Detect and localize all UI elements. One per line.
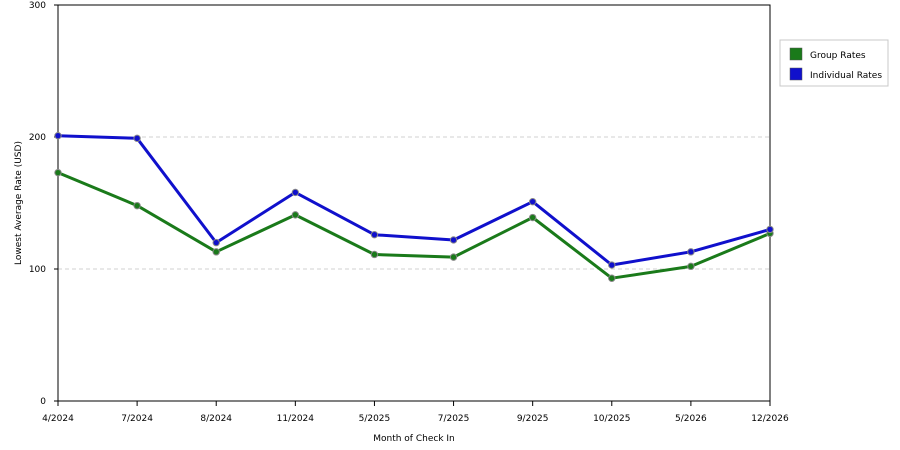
x-tick-label: 10/2025 (593, 414, 630, 424)
data-point[interactable] (291, 188, 300, 197)
data-point[interactable] (766, 225, 774, 234)
data-point[interactable] (687, 248, 695, 256)
y-tick-labels: 0 100 200 300 (29, 1, 46, 407)
data-point[interactable] (133, 201, 141, 210)
legend-swatch (789, 47, 803, 61)
x-tick-label: 8/2024 (200, 414, 232, 424)
data-point[interactable] (608, 274, 616, 282)
data-point[interactable] (687, 262, 695, 271)
data-point[interactable] (54, 168, 62, 177)
plot-frame (57, 4, 771, 402)
series-line (56, 134, 772, 267)
y-tick-label: 100 (29, 265, 46, 275)
x-axis-title: Month of Check In (373, 434, 455, 444)
series-individual-rates (54, 131, 774, 269)
x-tick-label: 5/2025 (359, 414, 391, 424)
y-tick-label: 0 (40, 397, 46, 407)
data-point[interactable] (54, 131, 62, 140)
x-tick-label: 5/2026 (675, 414, 707, 424)
data-point[interactable] (291, 211, 300, 219)
data-point[interactable] (449, 236, 458, 244)
data-point[interactable] (212, 238, 220, 247)
x-tick-label: 9/2025 (517, 414, 549, 424)
x-tick-label: 7/2025 (438, 414, 470, 424)
x-tick-label: 4/2024 (42, 414, 74, 424)
data-point[interactable] (608, 261, 616, 269)
series (54, 131, 774, 282)
data-point[interactable] (370, 250, 379, 259)
grid-lines (58, 136, 770, 270)
x-tick-label: 11/2024 (277, 414, 315, 424)
y-axis-title: Lowest Average Rate (USD) (14, 141, 24, 265)
series-group-rates (54, 168, 774, 282)
x-tick-labels: 4/2024 7/2024 8/2024 11/2024 5/2025 7/2025 9/2… (42, 414, 789, 424)
legend-swatch (789, 67, 803, 81)
legend-label: Individual Rates (810, 71, 882, 81)
data-point[interactable] (133, 134, 141, 143)
y-tick-label: 300 (29, 1, 46, 11)
data-point[interactable] (370, 230, 379, 239)
data-point[interactable] (528, 213, 537, 222)
legend-label: Group Rates (810, 51, 866, 61)
legend: Group Rates Individual Rates (779, 39, 889, 87)
x-tick-label: 12/2026 (751, 414, 789, 424)
x-tick-label: 7/2024 (121, 414, 153, 424)
y-tick-label: 200 (29, 133, 46, 143)
data-point[interactable] (449, 253, 458, 261)
series-line (56, 171, 772, 280)
data-point[interactable] (528, 197, 537, 206)
axes (54, 4, 771, 406)
data-point[interactable] (212, 248, 220, 256)
